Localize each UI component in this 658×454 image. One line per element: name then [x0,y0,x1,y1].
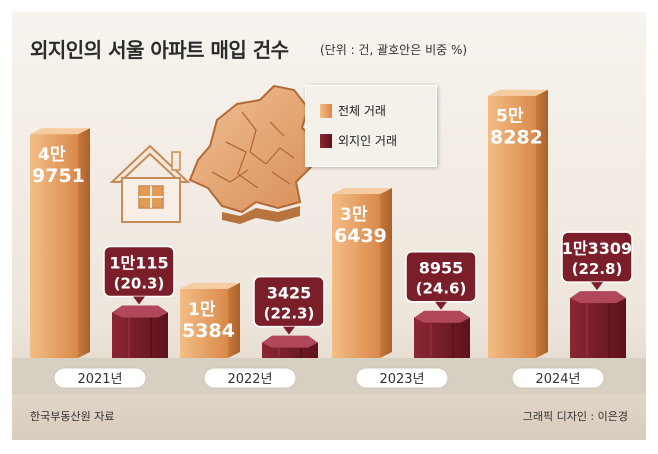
total-value-label: 3만 [340,205,368,225]
bar-total-top [30,128,90,135]
total-value-label: 5384 [182,320,235,342]
outsider-callout-pointer [435,301,447,310]
source-note: 한국부동산원 자료 [30,410,115,423]
legend-label-outsider: 외지인 거래 [338,134,398,148]
bar-outsider-front [112,312,168,358]
bar-outsider-top [112,305,168,318]
bar-total-top [180,282,240,289]
bar-outsider-top [262,335,318,348]
seoul-map-illustration [188,84,320,224]
outsider-share-label: (24.6) [416,280,467,298]
outsider-callout-pointer [283,326,295,335]
bar-total-side [536,89,548,358]
bar-total [180,282,240,358]
bar-total [332,188,392,358]
bar-outsider-front [570,298,626,358]
bar-outsider-top [570,291,626,304]
total-value-label: 4만 [38,145,66,165]
bar-outsider [570,291,626,358]
year-tag [355,367,449,389]
total-value-label: 6439 [334,225,387,247]
chart-title: 외지인의 서울 아파트 매입 건수 [30,38,289,62]
house-icon [109,144,191,223]
outsider-share-label: (22.8) [572,260,623,278]
legend-swatch-total [320,103,332,118]
graphic-credit: 그래픽 디자인 : 이은경 [522,410,628,423]
bar-total-top [332,188,392,195]
year-tag [203,367,297,389]
x-tick-label: 2022년 [227,372,272,387]
legend-label-total: 전체 거래 [338,104,386,118]
outsider-callout-pointer [133,296,145,305]
outsider-value-label: 8955 [419,259,464,278]
bar-outsider-front [414,317,470,358]
outsider-callout-pointer [591,282,603,291]
outsider-value-label: 1만115 [109,253,168,272]
year-tag [53,367,147,389]
total-value-label: 5만 [496,107,524,127]
bar-outsider [112,305,168,358]
legend-swatch-outsider [320,133,332,148]
bar-outsider-top [414,310,470,323]
bar-total [488,89,548,358]
bar-total-side [78,128,90,358]
bar-total-front [488,95,536,358]
x-tick-label: 2021년 [77,372,122,387]
chart-subtitle: (단위 : 건, 괄호안은 비중 %) [320,43,468,57]
bar-total-side [380,188,392,358]
x-tick-label: 2024년 [535,372,580,387]
outsider-value-label: 3425 [267,284,312,303]
outsider-value-label: 1만3309 [562,239,632,258]
outsider-callout-box [103,245,175,298]
outsider-share-label: (22.3) [264,305,315,323]
bar-outsider [262,335,318,358]
bar-total-top [488,89,548,96]
bar-total-side [228,282,240,358]
year-tag [511,367,605,389]
legend-item-outsider: 외지인 거래 [320,132,397,149]
legend-item-total: 전체 거래 [320,102,386,119]
x-tick-label: 2023년 [379,372,424,387]
bar-total-front [180,288,228,358]
outsider-share-label: (20.3) [114,274,165,292]
bar-outsider [414,310,470,358]
legend: 전체 거래 외지인 거래 [305,85,437,167]
total-value-label: 8282 [490,127,543,149]
bar-total-front [30,134,78,358]
total-value-label: 9751 [32,165,85,187]
bar-total [30,128,90,358]
total-value-label: 1만 [188,300,216,320]
bar-total-front [332,194,380,358]
